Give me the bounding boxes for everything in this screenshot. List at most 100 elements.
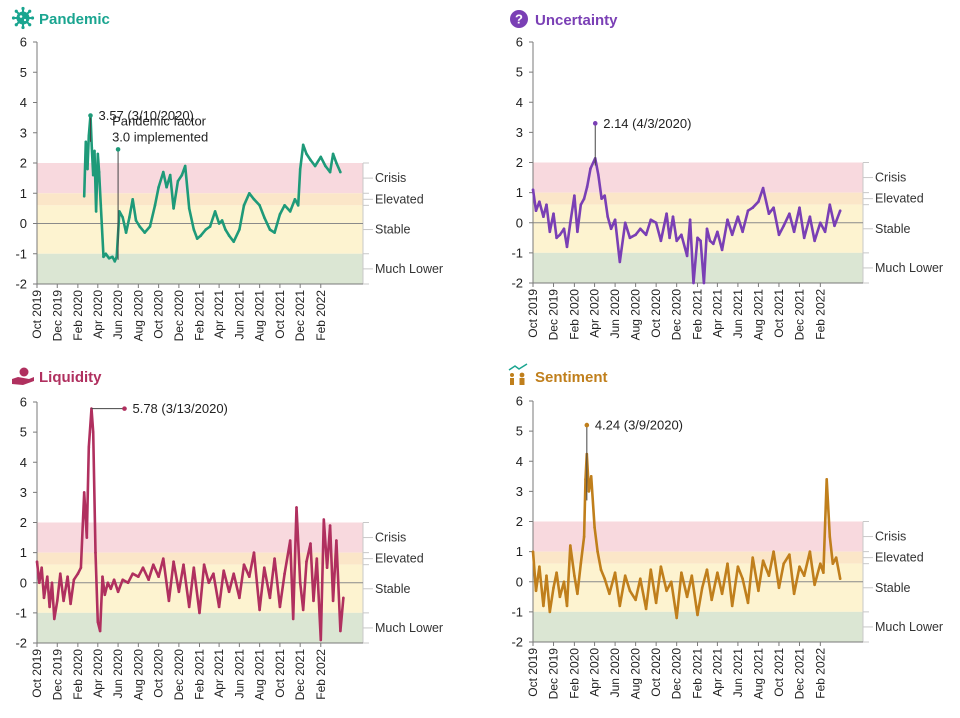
data-point bbox=[746, 601, 750, 605]
y-tick-label: -1 bbox=[511, 604, 523, 619]
data-point bbox=[669, 580, 673, 584]
data-point bbox=[309, 542, 312, 545]
data-point bbox=[531, 550, 535, 553]
data-point bbox=[227, 590, 231, 594]
x-tick-label: Apr 2020 bbox=[588, 289, 602, 338]
data-point bbox=[109, 587, 113, 591]
x-tick-label: Jun 2020 bbox=[111, 290, 125, 340]
x-tick-label: Dec 2021 bbox=[293, 649, 307, 701]
data-point bbox=[72, 578, 76, 582]
x-tick-label: Apr 2020 bbox=[588, 648, 602, 697]
data-point bbox=[767, 574, 771, 578]
data-point bbox=[702, 281, 706, 285]
data-point bbox=[161, 170, 165, 174]
data-point bbox=[618, 604, 622, 608]
data-point bbox=[654, 601, 658, 605]
band-label: Elevated bbox=[875, 551, 924, 565]
data-point bbox=[562, 580, 566, 584]
x-tick-label: Oct 2021 bbox=[772, 648, 786, 697]
data-point bbox=[38, 581, 41, 585]
x-tick-label: Jun 2020 bbox=[111, 649, 125, 699]
data-point bbox=[224, 228, 227, 231]
y-tick-label: -2 bbox=[511, 635, 523, 650]
data-point bbox=[649, 568, 653, 571]
data-point bbox=[202, 563, 206, 566]
data-point bbox=[187, 207, 191, 210]
data-point bbox=[99, 204, 103, 207]
y-tick-label: 2 bbox=[516, 514, 523, 529]
data-point bbox=[90, 146, 94, 150]
data-point bbox=[639, 227, 642, 231]
data-point bbox=[165, 185, 168, 189]
data-point bbox=[331, 152, 335, 156]
data-point bbox=[103, 593, 107, 597]
data-point bbox=[659, 239, 663, 243]
data-point bbox=[143, 231, 146, 234]
data-point bbox=[623, 574, 627, 578]
data-point bbox=[569, 544, 572, 547]
x-tick-label: Aug 2020 bbox=[629, 289, 643, 341]
data-point bbox=[772, 206, 775, 209]
data-point bbox=[273, 557, 276, 560]
band-crisis bbox=[533, 162, 863, 193]
data-point bbox=[40, 566, 43, 569]
x-tick-label: Feb 2020 bbox=[567, 289, 581, 340]
band-label: Much Lower bbox=[375, 262, 443, 276]
y-tick-label: 3 bbox=[20, 485, 27, 500]
x-tick-label: Dec 2020 bbox=[172, 290, 186, 342]
data-point bbox=[825, 478, 829, 481]
y-tick-label: 2 bbox=[516, 155, 523, 170]
data-point bbox=[751, 556, 755, 559]
data-point bbox=[603, 577, 606, 581]
data-point bbox=[283, 204, 286, 207]
data-point bbox=[168, 173, 172, 177]
annotation-label: 3.0 implemented bbox=[112, 129, 208, 144]
y-tick-label: 6 bbox=[516, 394, 523, 409]
data-point bbox=[716, 571, 719, 575]
band-elevated bbox=[533, 551, 863, 564]
data-point bbox=[833, 224, 836, 228]
data-point bbox=[217, 605, 221, 609]
x-tick-label: Feb 2022 bbox=[813, 289, 827, 340]
data-point bbox=[545, 203, 548, 206]
data-point bbox=[52, 617, 56, 621]
x-tick-label: Dec 2020 bbox=[670, 648, 684, 700]
annotation-label: 4.24 (3/9/2020) bbox=[595, 418, 683, 433]
data-point bbox=[131, 572, 134, 576]
y-tick-label: 5 bbox=[516, 65, 523, 80]
x-tick-label: Oct 2020 bbox=[152, 649, 166, 698]
chart-0: Pandemic Crisis Elevated Stable Much Lower -2… bbox=[11, 6, 443, 342]
x-tick-label: Oct 2021 bbox=[772, 289, 786, 338]
band-much-lower bbox=[533, 611, 863, 642]
y-tick-label: 2 bbox=[20, 515, 27, 530]
data-point bbox=[813, 583, 816, 587]
band-stable bbox=[37, 205, 363, 254]
data-point bbox=[298, 167, 302, 171]
data-point bbox=[335, 539, 338, 542]
y-tick-label: 0 bbox=[516, 574, 523, 589]
data-point bbox=[659, 565, 663, 568]
data-point bbox=[98, 629, 102, 633]
y-tick-label: 1 bbox=[516, 185, 523, 200]
data-point bbox=[342, 596, 345, 600]
data-point bbox=[538, 200, 541, 203]
annotation-label: 5.78 (3/13/2020) bbox=[132, 401, 227, 416]
x-tick-label: Feb 2021 bbox=[192, 649, 206, 700]
data-point bbox=[232, 240, 236, 243]
data-point bbox=[730, 604, 734, 608]
data-point bbox=[838, 209, 842, 212]
data-point bbox=[199, 234, 203, 237]
data-point bbox=[573, 574, 576, 578]
data-point bbox=[192, 566, 196, 569]
x-tick-label: Oct 2019 bbox=[30, 290, 44, 339]
data-point bbox=[157, 575, 160, 579]
y-tick-label: 4 bbox=[20, 95, 27, 110]
x-tick-label: Feb 2021 bbox=[691, 289, 705, 340]
band-label: Stable bbox=[875, 222, 910, 236]
data-point bbox=[152, 563, 155, 566]
data-point bbox=[252, 198, 256, 201]
data-point bbox=[712, 242, 715, 246]
band-label: Crisis bbox=[375, 531, 406, 545]
data-point bbox=[76, 572, 80, 576]
annotation-dot bbox=[122, 406, 127, 411]
